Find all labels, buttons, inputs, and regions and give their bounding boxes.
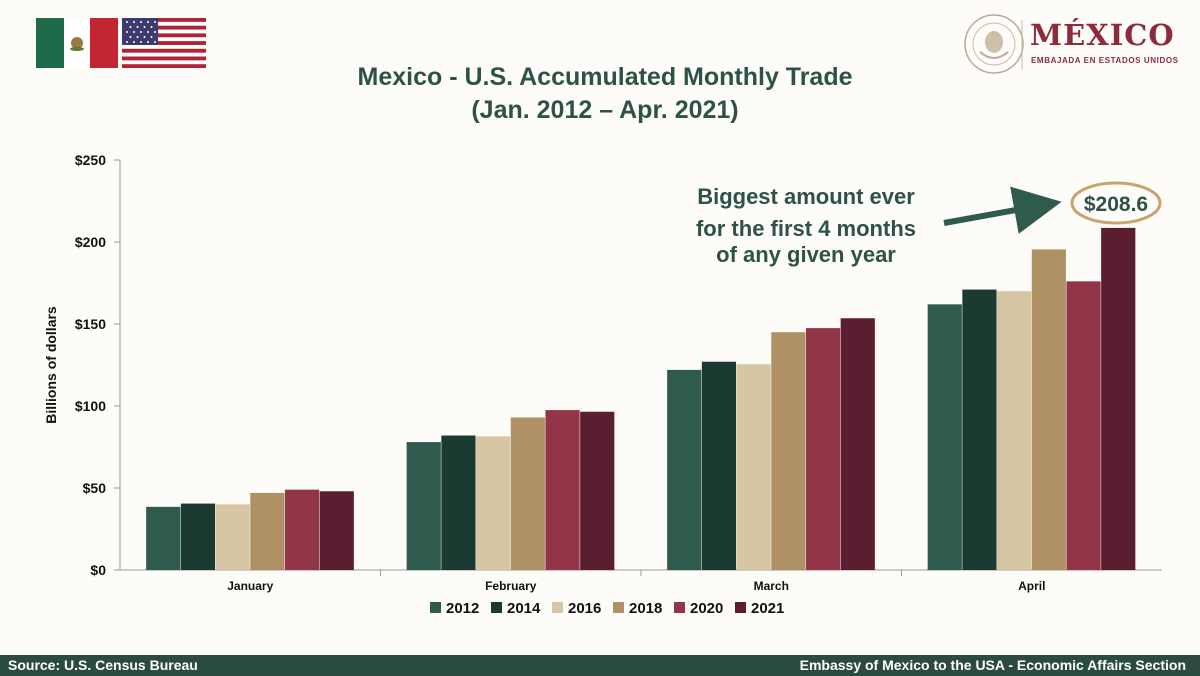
legend-swatch-2020 [674,602,685,613]
x-tick-label: March [754,579,789,593]
legend-label-2020: 2020 [690,600,723,617]
bar-january-2012 [146,506,181,570]
bar-february-2021 [580,411,615,570]
annotation-line-3: of any given year [716,242,896,267]
bar-march-2014 [701,361,737,570]
bar-march-2012 [667,369,702,570]
annotation-line-2: for the first 4 months [696,216,916,241]
bar-april-2014 [962,289,997,570]
logo-subtitle: EMBAJADA EN ESTADOS UNIDOS [1031,56,1179,65]
chart-subtitle: (Jan. 2012 – Apr. 2021) [471,96,739,124]
bar-april-2012 [927,304,962,570]
legend-swatch-2014 [491,602,502,613]
bar-february-2012 [406,442,441,570]
footer-bar: Source: U.S. Census Bureau Embassy of Me… [0,655,1200,676]
y-tick-label: $200 [75,234,106,250]
bar-january-2014 [180,503,216,570]
legend-label-2014: 2014 [507,600,541,617]
annotation-arrow [943,186,1062,234]
bar-chart: $0 $50 $100 $150 $200 $250 Billions of dollars… [43,152,1162,617]
usa-flag-icon [122,18,206,68]
bar-march-2018 [771,332,806,570]
bar-march-2016 [736,364,771,570]
bar-march-2020 [805,328,841,570]
x-tick-label: February [485,579,537,593]
y-tick-label: $100 [75,398,106,414]
source-text: Source: U.S. Census Bureau [8,657,198,673]
annotation-line-1: Biggest amount ever [697,184,915,209]
bar-april-2021 [1101,227,1136,570]
legend-swatch-2016 [552,602,563,613]
bar-january-2021 [319,491,354,570]
bar-february-2020 [545,410,580,570]
embassy-seal-icon [964,14,1024,74]
bar-january-2018 [250,492,285,570]
legend-swatch-2018 [613,602,624,613]
legend-swatch-2012 [430,602,441,613]
x-tick-label: January [227,579,273,593]
mexico-flag-icon [36,18,118,68]
bar-april-2020 [1066,281,1101,570]
bar-april-2016 [997,291,1032,570]
legend-label-2021: 2021 [751,600,784,617]
legend-label-2018: 2018 [629,600,662,617]
bar-january-2016 [215,504,250,570]
bar-march-2021 [840,318,875,570]
value-highlight-ellipse [1070,181,1162,225]
logo-word: MÉXICO [1030,18,1175,52]
embassy-text: Embassy of Mexico to the USA - Economic … [799,657,1186,673]
bar-january-2020 [284,489,320,570]
bar-february-2018 [510,417,545,570]
bar-february-2014 [441,435,476,570]
bar-april-2018 [1031,249,1066,570]
annotation-value-label: $208.6 [1084,193,1148,216]
bar-february-2016 [476,436,511,570]
x-tick-label: April [1018,579,1045,593]
legend-label-2016: 2016 [568,600,601,617]
y-axis-label: Billions of dollars [43,306,59,424]
legend-label-2012: 2012 [446,600,479,617]
y-tick-label: $50 [83,480,107,496]
legend-swatch-2021 [735,602,746,613]
y-tick-label: $150 [75,316,106,332]
y-tick-label: $250 [75,152,106,168]
flags-icon [36,18,206,68]
y-tick-label: $0 [90,562,106,578]
chart-title: Mexico - U.S. Accumulated Monthly Trade [357,63,853,91]
